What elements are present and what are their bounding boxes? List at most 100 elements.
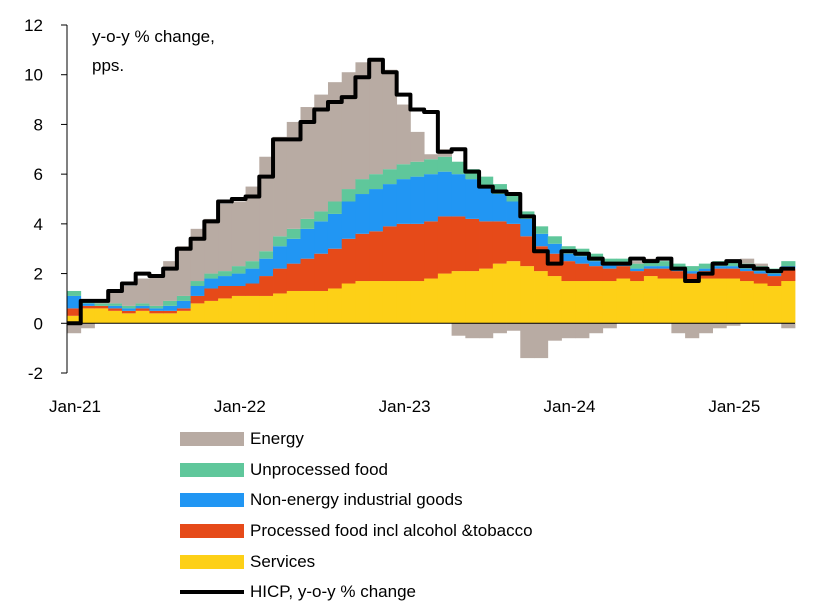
bar-processed_food-44: [671, 271, 686, 279]
bar-services-41: [630, 281, 645, 324]
bar-unprocessed_food-52: [781, 261, 796, 267]
legend-item-unprocessed_food: Unprocessed food: [180, 455, 533, 486]
bar-services-43: [657, 278, 672, 324]
bar-neig-35: [547, 243, 562, 254]
bar-services-22: [369, 281, 384, 324]
bar-processed_food-47: [712, 268, 727, 279]
bar-energy-6: [149, 276, 164, 306]
bar-services-27: [437, 273, 453, 324]
legend-swatch-processed_food: [180, 524, 244, 539]
bar-unprocessed_food-17: [300, 218, 315, 229]
bar-neig-29: [465, 179, 480, 219]
bar-neig-31: [492, 194, 507, 222]
bar-energy-46: [698, 323, 713, 334]
y-axis: -2 0 2 4 6 8 10 12: [24, 16, 68, 383]
bar-energy-11: [218, 203, 233, 272]
bar-energy-4: [121, 286, 137, 306]
bar-services-2: [94, 308, 109, 324]
bar-unprocessed_food-15: [273, 236, 288, 247]
bar-energy-29: [465, 323, 480, 339]
bar-energy-37: [575, 323, 590, 339]
bar-neig-49: [740, 268, 755, 272]
bar-neig-51: [767, 273, 782, 277]
legend-item-energy: Energy: [180, 424, 533, 455]
bar-neig-20: [341, 201, 356, 239]
legend-swatch-hicp: [180, 590, 244, 595]
bar-processed_food-37: [575, 263, 590, 282]
bar-energy-18: [314, 94, 329, 212]
bar-neig-22: [369, 189, 384, 232]
bar-energy-19: [327, 82, 343, 202]
bar-services-12: [231, 295, 246, 324]
bar-processed_food-26: [424, 221, 439, 279]
bar-processed_food-12: [231, 286, 246, 296]
bar-unprocessed_food-30: [479, 176, 494, 187]
bar-services-23: [382, 281, 398, 324]
bar-services-28: [451, 271, 466, 324]
bar-unprocessed_food-22: [369, 174, 384, 190]
x-tick-label-Jan-25: Jan-25: [708, 397, 760, 416]
bar-services-50: [753, 283, 768, 324]
x-tick-label-Jan-21: Jan-21: [49, 397, 101, 416]
y-tick-label-8: 8: [34, 115, 43, 134]
bar-energy-9: [190, 228, 205, 282]
bar-services-37: [575, 281, 590, 324]
bar-processed_food-25: [410, 223, 425, 282]
bar-processed_food-51: [767, 276, 782, 286]
bar-unprocessed_food-9: [190, 281, 205, 286]
bar-services-25: [410, 281, 425, 324]
bar-unprocessed_food-16: [286, 228, 301, 239]
bar-services-52: [781, 281, 796, 324]
bar-neig-30: [479, 186, 494, 222]
bar-unprocessed_food-3: [108, 303, 123, 306]
annotation-line-2: pps.: [92, 56, 124, 75]
bar-unprocessed_food-8: [176, 295, 192, 301]
legend: Energy Unprocessed food Non-energy industr…: [180, 424, 533, 608]
legend-label-services: Services: [250, 551, 316, 571]
bar-neig-42: [643, 266, 659, 269]
bar-services-45: [685, 281, 700, 324]
bar-processed_food-11: [218, 286, 233, 299]
bar-services-15: [273, 293, 288, 324]
legend-item-hicp: HICP, y-o-y % change: [180, 577, 533, 608]
bar-energy-3: [108, 290, 123, 304]
bar-unprocessed_food-46: [698, 263, 713, 269]
bar-services-49: [740, 281, 755, 324]
legend-item-services: Services: [180, 546, 533, 577]
bar-energy-45: [685, 323, 700, 339]
bar-unprocessed_food-4: [121, 305, 137, 309]
x-tick-label-Jan-22: Jan-22: [214, 397, 266, 416]
bar-services-0: [67, 315, 82, 324]
bar-unprocessed_food-18: [314, 211, 329, 222]
bar-neig-28: [451, 174, 466, 217]
bar-energy-38: [588, 323, 604, 334]
bar-neig-26: [424, 174, 439, 222]
bar-processed_food-52: [781, 268, 796, 282]
bar-energy-50: [753, 263, 768, 267]
bar-neig-27: [437, 171, 453, 217]
bar-unprocessed_food-34: [534, 226, 549, 234]
bar-services-14: [259, 295, 274, 324]
bar-unprocessed_food-41: [630, 263, 645, 269]
bar-processed_food-32: [506, 223, 521, 262]
bar-services-26: [424, 278, 439, 324]
bar-unprocessed_food-45: [685, 266, 700, 272]
legend-swatch-services: [180, 554, 244, 569]
x-tick-label-Jan-24: Jan-24: [543, 397, 595, 416]
bar-energy-31: [492, 323, 507, 334]
bar-neig-41: [630, 268, 645, 272]
bar-unprocessed_food-43: [657, 261, 672, 267]
bar-neig-11: [218, 276, 233, 286]
bar-services-46: [698, 278, 713, 324]
bar-neig-18: [314, 221, 329, 254]
hicp-line: [67, 57, 795, 326]
bar-neig-37: [575, 256, 590, 264]
bar-processed_food-7: [163, 310, 178, 314]
bar-processed_food-4: [121, 310, 137, 314]
bar-processed_food-29: [465, 218, 480, 272]
bar-processed_food-40: [616, 266, 631, 279]
bar-energy-32: [506, 323, 521, 331]
bar-energy-36: [561, 323, 576, 339]
bar-neig-7: [163, 305, 178, 311]
bar-unprocessed_food-6: [149, 305, 164, 309]
